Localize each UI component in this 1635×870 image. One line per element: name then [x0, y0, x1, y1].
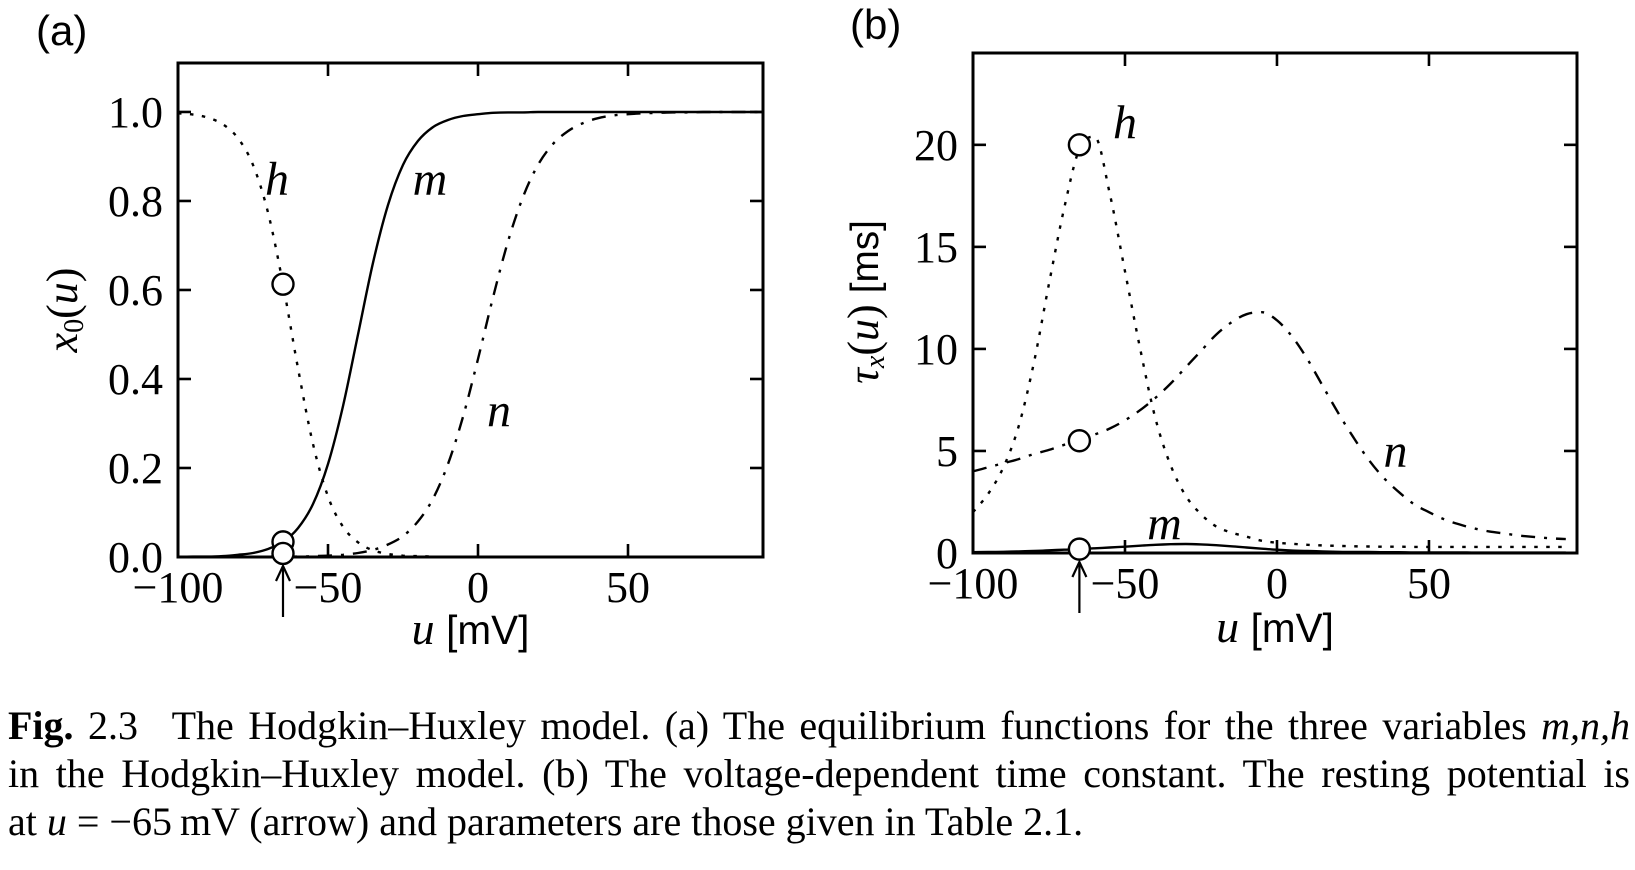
text-segment: at: [8, 799, 47, 844]
text-segment: x: [38, 332, 87, 353]
y-tick-label: 0.0: [108, 533, 163, 582]
text-segment: ): [839, 304, 888, 319]
curve-label-h-a: h: [265, 153, 289, 206]
tick-labels-a: −100 −50 0 50 0.0 0.2 0.4 0.6 0.8 1.0: [108, 88, 650, 612]
y-tick-label: 15: [914, 223, 958, 272]
text-segment: u: [38, 282, 87, 305]
x-tick-label: −50: [1091, 559, 1160, 608]
curve-label-n-b: n: [1384, 425, 1408, 478]
x-tick-label: −100: [133, 563, 224, 612]
curve-label-m-a: m: [413, 153, 448, 206]
x-tick-label: 50: [606, 563, 650, 612]
text-segment: (: [839, 340, 888, 356]
panel-b-tag: (b): [850, 1, 902, 48]
y-tick-label: 0: [936, 529, 958, 578]
text-segment: u: [411, 603, 435, 654]
text-segment: Fig.: [8, 703, 74, 748]
text-segment: u: [1216, 601, 1240, 652]
resting-potential-arrow-a: [275, 563, 291, 617]
caption-line-3: at u = −65 mV (arrow) and parameters are…: [8, 798, 1630, 846]
panel-a-tag: (a): [36, 7, 88, 54]
y-tick-label: 1.0: [108, 88, 163, 137]
text-segment: u: [839, 318, 888, 341]
curve-label-h-b: h: [1113, 96, 1137, 149]
marker-circle-b: [1067, 537, 1092, 561]
y-axis-title-a: x0(u): [38, 267, 90, 353]
text-segment: (: [38, 304, 87, 319]
marker-circle-b: [1067, 429, 1092, 453]
plot-frame-b: [971, 51, 1579, 555]
ticks-b: [971, 53, 1577, 555]
marker-circle-a: [271, 541, 295, 566]
marker-circle-b: [1067, 133, 1092, 157]
x-tick-label: 0: [467, 563, 489, 612]
y-tick-label: 0.2: [108, 444, 163, 493]
text-segment: m,n,h: [1541, 703, 1630, 748]
y-tick-label: 0.4: [108, 355, 163, 404]
x-tick-label: −50: [294, 563, 363, 612]
text-segment: [ms]: [844, 220, 887, 294]
curve-tau-h: [972, 135, 1566, 549]
text-segment: [mV]: [446, 607, 530, 653]
text-segment: 0: [59, 318, 91, 333]
y-tick-label: 10: [914, 325, 958, 374]
hh-plots-svg: −100 −50 0 500.00.20.40.60.81.0h mn−100 −50 0 5…: [108, 51, 1579, 617]
y-tick-label: 0.6: [108, 266, 163, 315]
text-segment: x: [860, 355, 892, 369]
y-tick-label: 5: [936, 427, 958, 476]
y-tick-label: 0.8: [108, 177, 163, 226]
y-tick-label: 20: [914, 121, 958, 170]
caption-line-2: in the Hodgkin–Huxley model. (b) The vol…: [8, 750, 1630, 798]
x-axis-title-b: u [mV]: [973, 604, 1577, 650]
figure-caption: Fig. 2.3 The Hodgkin–Huxley model. (a) T…: [8, 702, 1630, 846]
ticks-a: [176, 63, 763, 559]
text-segment: [mV]: [1250, 605, 1334, 651]
marker-circle-a: [271, 272, 295, 296]
x-axis-title-a: u [mV]: [178, 606, 763, 652]
text-segment: [1239, 601, 1251, 652]
panel-a-plot: −100 −50 0 50 0.0 0.2 0.4 0.6 0.8 1.0 h m n: [108, 61, 765, 617]
x-tick-label: 50: [1407, 559, 1451, 608]
plot-frame-a: [176, 61, 765, 559]
text-segment: [839, 293, 888, 304]
text-segment: 2.3 The Hodgkin–Huxley model. (a) The eq…: [73, 703, 1542, 748]
curve-tau-m: [972, 542, 1566, 554]
text-segment: τ: [839, 368, 888, 384]
tick-labels-b: −100 −50 0 50 0 5 10 15 20: [914, 121, 1451, 608]
panel-b-plot: −100 −50 0 50 0 5 10 15 20 h m n: [914, 51, 1579, 613]
text-segment: in the Hodgkin–Huxley model. (b) The vol…: [8, 751, 1630, 796]
curve-tau-n: [972, 310, 1566, 541]
curve-label-n-a: n: [487, 384, 511, 437]
text-segment: [435, 603, 447, 654]
resting-potential-arrow-b: [1071, 559, 1088, 613]
x-tick-label: 0: [1266, 559, 1288, 608]
caption-line-1: Fig. 2.3 The Hodgkin–Huxley model. (a) T…: [8, 702, 1630, 750]
text-segment: = −65 mV (arrow) and parameters are thos…: [66, 799, 1084, 844]
x-tick-label: −100: [928, 559, 1019, 608]
text-segment: u: [46, 799, 67, 844]
y-axis-title-b: τx(u) [ms]: [839, 220, 891, 384]
curve-label-m-b: m: [1147, 497, 1182, 550]
text-segment: ): [38, 267, 87, 283]
